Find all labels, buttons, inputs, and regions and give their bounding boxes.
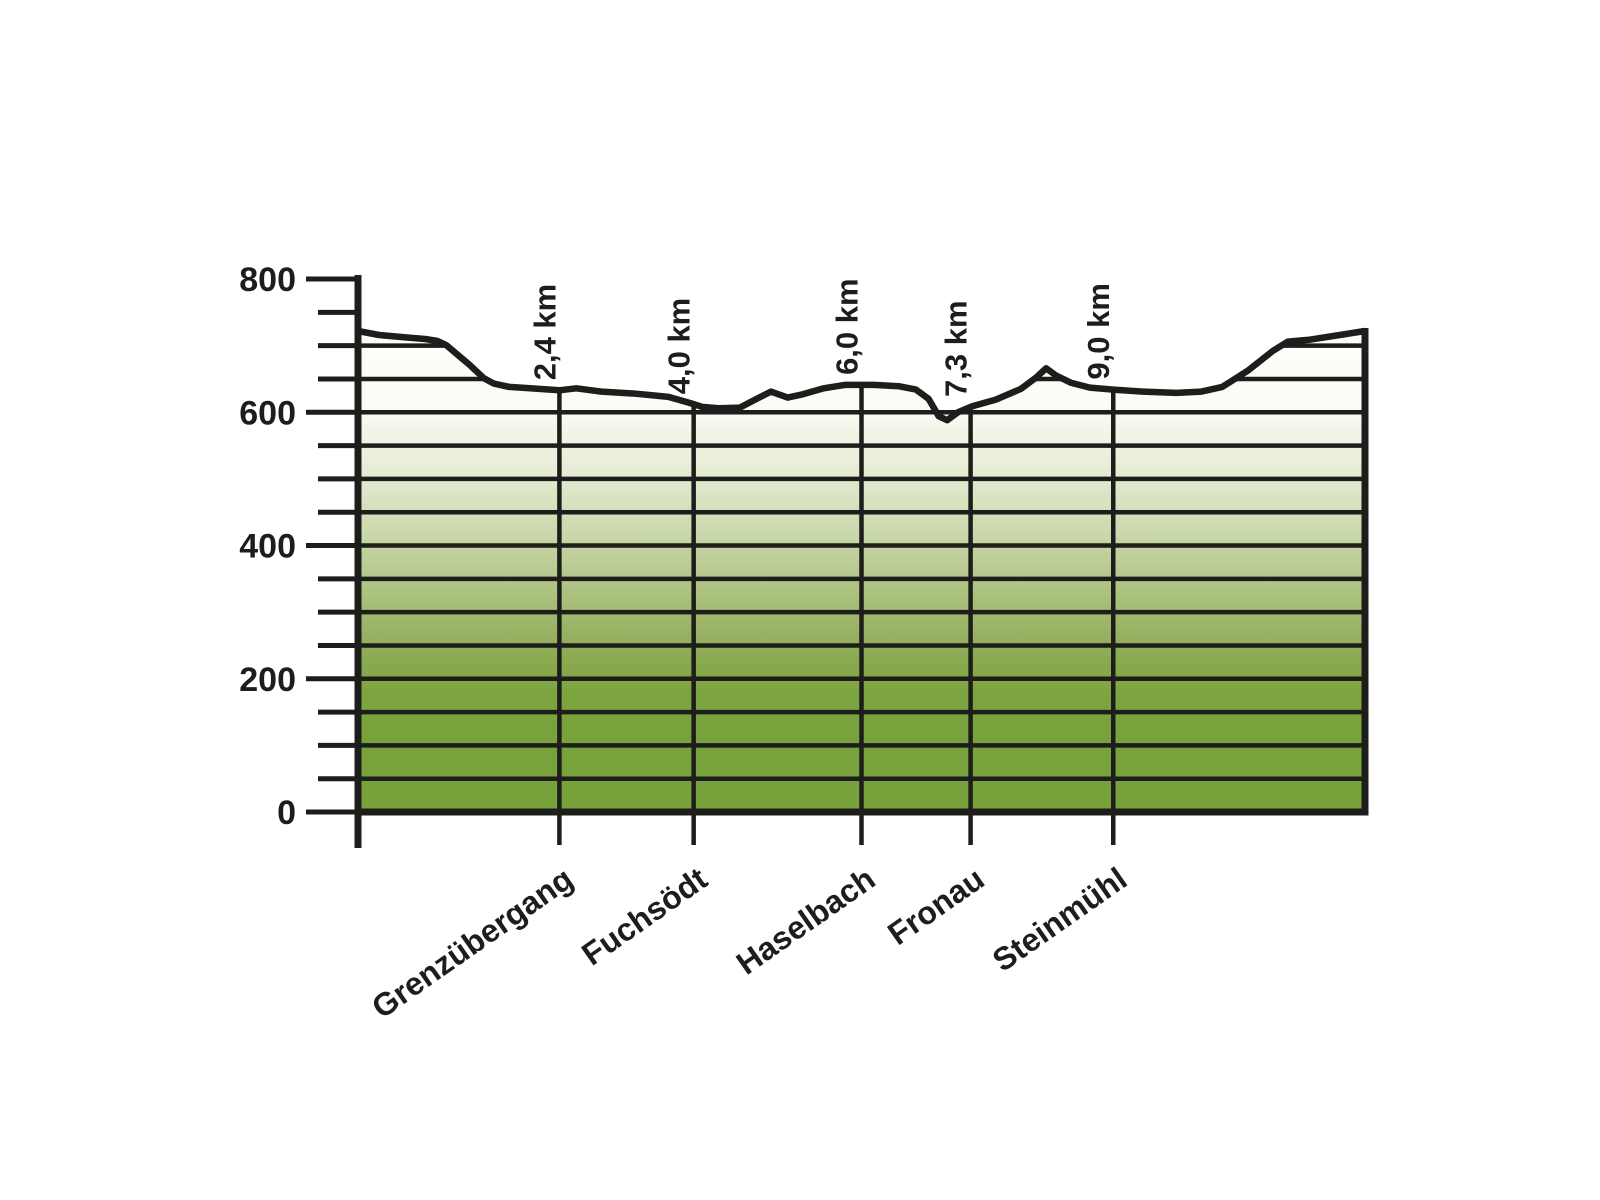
station-label: Grenzübergang xyxy=(365,860,579,1025)
station-label: Haselbach xyxy=(730,860,882,981)
y-tick-label: 600 xyxy=(239,394,296,432)
y-tick-label: 800 xyxy=(239,261,296,299)
km-label: 7,3 km xyxy=(939,300,974,397)
y-tick-label: 400 xyxy=(239,528,296,566)
station-label: Fuchsödt xyxy=(575,860,714,972)
station-label: Steinmühl xyxy=(986,860,1133,978)
profile-line xyxy=(357,327,1366,424)
y-tick-label: 0 xyxy=(277,794,296,832)
y-tick-label: 200 xyxy=(239,661,296,699)
km-label: 6,0 km xyxy=(830,278,865,375)
km-label: 2,4 km xyxy=(527,284,562,381)
km-label: 4,0 km xyxy=(662,298,697,395)
km-label: 9,0 km xyxy=(1081,283,1116,380)
station-label: Fronau xyxy=(881,860,990,952)
